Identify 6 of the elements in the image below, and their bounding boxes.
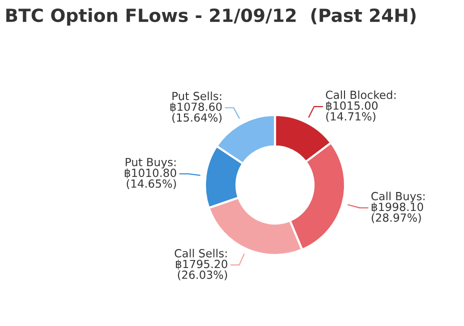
slice-label: Call Buys: ฿1998.10 (28.97%): [371, 192, 425, 224]
slice-label: Call Sells: ฿1795.20 (26.03%): [174, 248, 228, 280]
slice-label: Call Blocked: ฿1015.00 (14.71%): [326, 90, 396, 122]
slice-label: Put Buys: ฿1010.80 (14.65%): [124, 158, 176, 190]
chart-title: BTC Option FLows - 21/09/12 (Past 24H): [6, 8, 416, 26]
slice-label: Put Sells: ฿1078.60 (15.64%): [170, 92, 222, 124]
